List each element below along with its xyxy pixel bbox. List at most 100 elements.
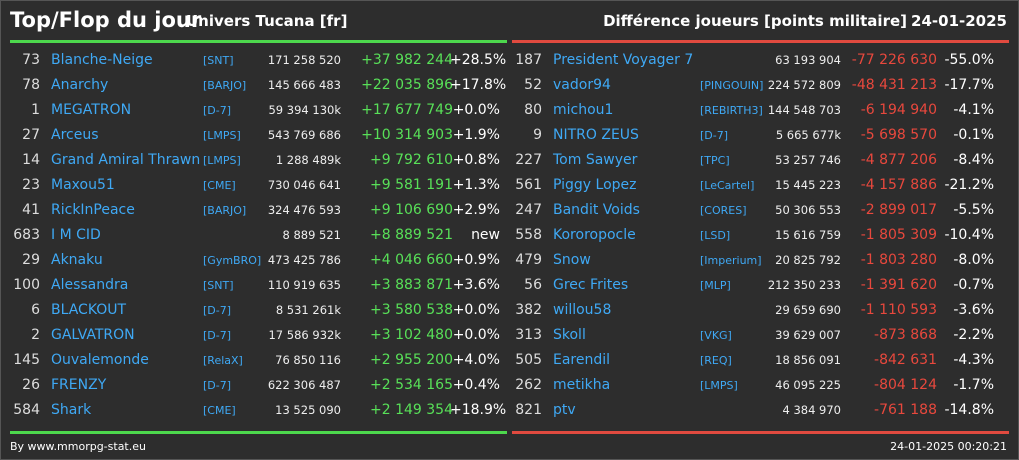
player-name-link[interactable]: FRENZY	[51, 377, 107, 393]
points-difference: -4 877 206	[860, 152, 937, 168]
player-name-link[interactable]: NITRO ZEUS	[553, 127, 639, 143]
top-player-row: 23 Maxou51 [CME] 730 046 641 +9 581 191 +1.3%	[10, 173, 510, 198]
alliance-tag-link[interactable]: [D-7]	[203, 379, 232, 392]
percent-change: -0.7%	[953, 277, 994, 293]
points-difference: -4 157 886	[860, 177, 937, 193]
player-name-link[interactable]: RickInPeace	[51, 202, 135, 218]
percent-change: -0.1%	[953, 127, 994, 143]
player-name-link[interactable]: vador94	[553, 77, 611, 93]
flop-player-row: 561 Piggy Lopez [LeCartel] 15 445 223 -4 157…	[512, 173, 1012, 198]
points-difference: -873 868	[874, 327, 937, 343]
player-rank: 14	[22, 152, 40, 168]
player-rank: 505	[515, 352, 542, 368]
points-difference: +2 149 354	[370, 402, 453, 418]
top-bottom-bar	[10, 431, 507, 434]
player-points: 76 850 116	[275, 353, 341, 367]
player-name-link[interactable]: Grec Frites	[553, 277, 629, 293]
flop-player-row: 479 Snow [Imperium] 20 825 792 -1 803 280 -8.…	[512, 248, 1012, 273]
player-rank: 247	[515, 202, 542, 218]
alliance-tag-link[interactable]: [MLP]	[700, 279, 731, 292]
alliance-tag-link[interactable]: [LeCartel]	[700, 179, 755, 192]
alliance-tag-link[interactable]: [SNT]	[203, 54, 234, 67]
player-name-link[interactable]: Piggy Lopez	[553, 177, 637, 193]
points-difference: -5 698 570	[860, 127, 937, 143]
alliance-tag-link[interactable]: [TPC]	[700, 154, 730, 167]
alliance-tag-link[interactable]: [D-7]	[203, 104, 232, 117]
player-points: 622 306 487	[267, 378, 341, 392]
player-points: 50 306 553	[775, 203, 841, 217]
player-points: 13 525 090	[275, 403, 341, 417]
player-name-link[interactable]: Kororopocle	[553, 227, 636, 243]
player-points: 18 856 091	[775, 353, 841, 367]
top-player-row: 41 RickInPeace [BARJO] 324 476 593 +9 106 69…	[10, 198, 510, 223]
alliance-tag-link[interactable]: [CORES]	[700, 204, 747, 217]
alliance-tag-link[interactable]: [D-7]	[203, 304, 232, 317]
player-name-link[interactable]: President Voyager 7	[553, 52, 694, 68]
player-name-link[interactable]: I M CID	[51, 227, 101, 243]
alliance-tag-link[interactable]: [LMPS]	[203, 154, 241, 167]
player-name-link[interactable]: BLACKOUT	[51, 302, 127, 318]
player-name-link[interactable]: Bandit Voids	[553, 202, 640, 218]
player-rank: 313	[515, 327, 542, 343]
player-points: 8 531 261k	[275, 303, 341, 317]
player-points: 324 476 593	[267, 203, 341, 217]
site-credit: By www.mmorpg-stat.eu	[10, 440, 146, 453]
top-player-row: 26 FRENZY [D-7] 622 306 487 +2 534 165 +0.4%	[10, 373, 510, 398]
player-points: 1 288 489k	[275, 153, 341, 167]
player-name-link[interactable]: Snow	[553, 252, 591, 268]
alliance-tag-link[interactable]: [LSD]	[700, 229, 731, 242]
alliance-tag-link[interactable]: [LMPS]	[700, 379, 738, 392]
alliance-tag-link[interactable]: [REQ]	[700, 354, 732, 367]
alliance-tag-link[interactable]: [SNT]	[203, 279, 234, 292]
alliance-tag-link[interactable]: [CME]	[203, 404, 236, 417]
alliance-tag-link[interactable]: [PINGOUIN]	[700, 79, 764, 92]
player-name-link[interactable]: Skoll	[553, 327, 586, 343]
alliance-tag-link[interactable]: [REBIRTH3]	[700, 104, 763, 117]
points-difference: -1 803 280	[860, 252, 937, 268]
points-difference: +9 792 610	[370, 152, 453, 168]
player-name-link[interactable]: MEGATRON	[51, 102, 132, 118]
alliance-tag-link[interactable]: [LMPS]	[203, 129, 241, 142]
player-name-link[interactable]: Earendil	[553, 352, 611, 368]
alliance-tag-link[interactable]: [GymBRO]	[203, 254, 262, 267]
alliance-tag-link[interactable]: [CME]	[203, 179, 236, 192]
player-name-link[interactable]: Arceus	[51, 127, 99, 143]
player-name-link[interactable]: Aknaku	[51, 252, 103, 268]
alliance-tag-link[interactable]: [Imperium]	[700, 254, 762, 267]
points-difference: +37 982 244	[361, 52, 453, 68]
player-name-link[interactable]: Alessandra	[51, 277, 129, 293]
player-name-link[interactable]: Ouvalemonde	[51, 352, 149, 368]
player-name-link[interactable]: metikha	[553, 377, 611, 393]
player-points: 59 394 130k	[268, 103, 341, 117]
player-name-link[interactable]: ptv	[553, 402, 576, 418]
percent-change: +0.0%	[452, 327, 500, 343]
player-points: 4 384 970	[782, 403, 841, 417]
points-difference: +9 581 191	[370, 177, 453, 193]
player-name-link[interactable]: Blanche-Neige	[51, 52, 153, 68]
player-rank: 561	[515, 177, 542, 193]
alliance-tag-link[interactable]: [VKG]	[700, 329, 732, 342]
player-name-link[interactable]: Anarchy	[51, 77, 109, 93]
player-name-link[interactable]: Grand Amiral Thrawn	[51, 152, 201, 168]
points-difference: -77 226 630	[851, 52, 937, 68]
player-rank: 80	[524, 102, 542, 118]
player-rank: 821	[515, 402, 542, 418]
alliance-tag-link[interactable]: [D-7]	[203, 329, 232, 342]
player-rank: 29	[22, 252, 40, 268]
player-rank: 558	[515, 227, 542, 243]
player-name-link[interactable]: willou58	[553, 302, 612, 318]
player-name-link[interactable]: Tom Sawyer	[553, 152, 638, 168]
player-name-link[interactable]: GALVATRON	[51, 327, 135, 343]
percent-change: -8.4%	[953, 152, 994, 168]
player-name-link[interactable]: michou1	[553, 102, 614, 118]
player-name-link[interactable]: Shark	[51, 402, 92, 418]
percent-change: -8.0%	[953, 252, 994, 268]
alliance-tag-link[interactable]: [D-7]	[700, 129, 729, 142]
top-player-row: 100 Alessandra [SNT] 110 919 635 +3 883 871 +…	[10, 273, 510, 298]
alliance-tag-link[interactable]: [BARJO]	[203, 79, 247, 92]
alliance-tag-link[interactable]: [RelaX]	[203, 354, 243, 367]
player-name-link[interactable]: Maxou51	[51, 177, 115, 193]
flop-player-row: 382 willou58 29 659 690 -1 110 593 -3.6%	[512, 298, 1012, 323]
player-points: 543 769 686	[267, 128, 341, 142]
alliance-tag-link[interactable]: [BARJO]	[203, 204, 247, 217]
